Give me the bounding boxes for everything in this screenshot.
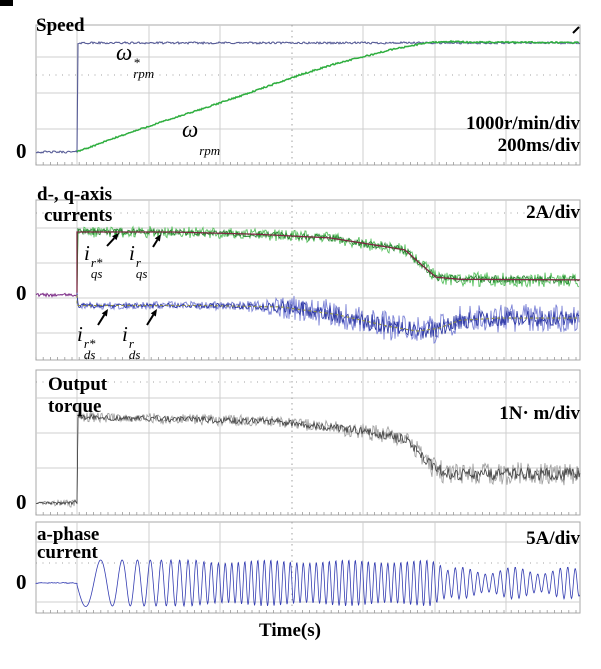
math-sub: ds (128, 347, 141, 362)
math-base: i (84, 241, 90, 265)
math-base: ω (182, 117, 199, 142)
panel2-zero-label: 0 (16, 281, 27, 305)
ids-reference-math-label: i r* ds (77, 322, 96, 362)
panel3-title-line1: Output (48, 374, 108, 395)
math-base: i (77, 322, 83, 346)
math-sub: qs (90, 266, 103, 281)
math-sub: rpm (133, 66, 155, 81)
aphase-scale-label: 5A/div (526, 528, 580, 549)
panel3-zero-label: 0 (16, 490, 27, 514)
math-sub: rpm (199, 143, 221, 158)
math-sub: ds (83, 347, 96, 362)
panel4-title-line1: a-phase (37, 524, 100, 545)
ids-measured-math-label: i r ds (122, 322, 141, 362)
panel2-title-line2: currents (44, 205, 113, 226)
panel3-title-line2: torque (48, 396, 102, 417)
math-sup: r* (90, 255, 103, 270)
speed-scale-label: 1000r/min/div (465, 113, 580, 134)
math-sub: qs (135, 266, 148, 281)
speed-reference-math-label: ω * rpm (116, 40, 155, 81)
time-axis-label: Time(s) (259, 620, 321, 641)
math-sup: r (135, 255, 141, 270)
panel4-zero-label: 0 (16, 570, 27, 594)
torque-scale-label: 1N· m/div (499, 403, 580, 424)
time-scale-label: 200ms/div (497, 135, 580, 156)
math-base: ω (116, 40, 133, 65)
iqs-measured-math-label: i r qs (129, 241, 148, 281)
panel1-title: Speed (36, 15, 85, 36)
speed-measured-math-label: ω rpm (182, 117, 221, 158)
math-sup: r* (83, 336, 96, 351)
iqs-reference-math-label: i r* qs (84, 241, 103, 281)
math-sup: r (128, 336, 134, 351)
panel1-scale-labels: 1000r/min/div 200ms/div (466, 113, 580, 157)
math-base: i (122, 322, 128, 346)
panel4-title-line2: current (37, 542, 98, 563)
math-base: i (129, 241, 135, 265)
panel2-title-line1: d-, q-axis (37, 184, 112, 205)
current-scale-label: 2A/div (526, 202, 580, 223)
panel1-zero-label: 0 (16, 139, 27, 163)
math-sup: * (133, 55, 140, 70)
